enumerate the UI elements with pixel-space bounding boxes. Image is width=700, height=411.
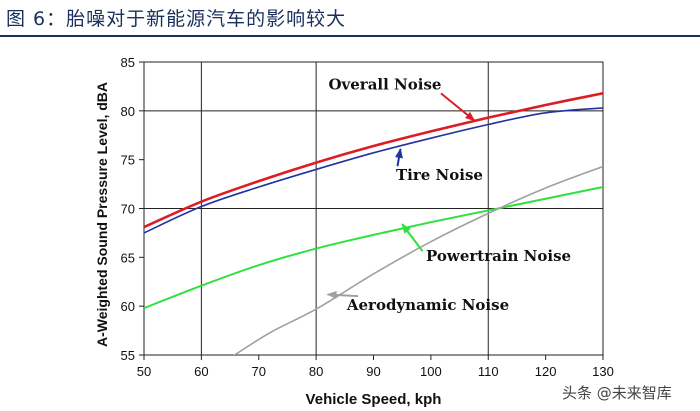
annotation-label-tire: Tire Noise (396, 166, 483, 184)
x-tick-label: 50 (137, 364, 151, 379)
annotation-label-aero: Aerodynamic Noise (346, 296, 509, 314)
y-tick-label: 80 (121, 104, 135, 119)
y-axis-label: A-Weighted Sound Pressure Level, dBA (94, 82, 110, 347)
title-divider (0, 35, 700, 37)
y-tick-label: 60 (121, 299, 135, 314)
annotation-label-overall: Overall Noise (328, 75, 441, 93)
watermark: 头条 @未来智库 (558, 382, 676, 403)
series-line-powertrain (144, 186, 603, 310)
y-tick-label: 70 (121, 202, 135, 217)
x-tick-label: 100 (420, 364, 442, 379)
x-tick-label: 120 (535, 364, 557, 379)
series-line-overall (144, 91, 603, 229)
series-line-tire (144, 107, 603, 234)
x-tick-label: 90 (366, 364, 380, 379)
y-tick-label: 65 (121, 250, 135, 265)
annotation-arrow-aero (326, 290, 359, 299)
y-tick-label: 55 (121, 348, 135, 363)
series-line-aero (233, 165, 603, 355)
x-tick-label: 80 (309, 364, 323, 379)
annotation-arrow-powertrain (401, 223, 424, 252)
x-tick-label: 110 (478, 364, 499, 379)
annotation-arrow-overall (440, 92, 476, 122)
annotation-label-powertrain: Powertrain Noise (426, 247, 571, 265)
x-tick-label: 70 (252, 364, 266, 379)
annotation-arrow-tire (394, 147, 403, 167)
x-axis-label: Vehicle Speed, kph (306, 391, 442, 408)
figure-title: 图 6：胎噪对于新能源汽车的影响较大 (6, 8, 347, 30)
x-tick-label: 60 (194, 364, 208, 379)
y-tick-label: 75 (121, 153, 135, 168)
x-tick-label: 130 (592, 364, 614, 379)
y-tick-label: 85 (121, 55, 135, 70)
